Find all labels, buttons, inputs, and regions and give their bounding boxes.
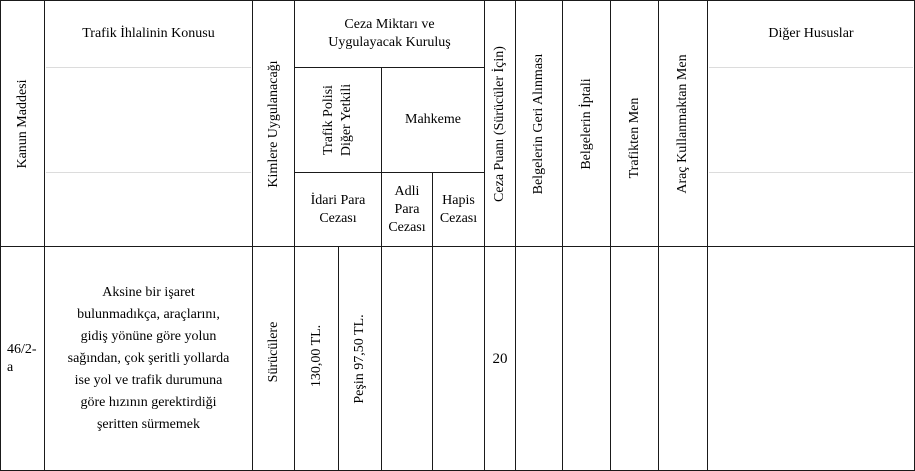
header-trafikten-men-label: Trafikten Men [626,97,642,179]
header-adli-para-line2: Para [394,201,420,217]
header-diger: Diğer Hususlar [707,0,915,247]
row-diger [707,246,915,471]
header-trafikten-men: Trafikten Men [610,0,659,247]
header-mahkeme: Mahkeme [381,67,485,173]
header-belge-iptal-label: Belgelerin İptali [578,77,594,170]
header-ceza-puani-label: Ceza Puanı (Sürücüler İçin) [492,45,507,202]
header-trafik-polisi-line2: Diğer Yetkili [339,83,354,157]
row-adli-para [381,246,433,471]
header-trafik-polisi-line1: Trafik Polisi [321,85,336,155]
header-hapis-line2: Cezası [439,210,478,226]
row-madde: 46/2- a [0,246,45,471]
row-idari-para-text: 130,00 TL. [308,325,324,388]
header-ihlal-konusu: Trafik İhlalinin Konusu [44,0,253,247]
header-belge-geri-label: Belgelerin Geri Alınması [531,53,546,194]
header-ceza-puani: Ceza Puanı (Sürücüler İçin) [484,0,516,247]
row-kimlere-text: Sürücülere [265,321,281,383]
header-ceza-miktari: Ceza Miktarı ve Uygulayacak Kuruluş [294,0,485,68]
row-konu: Aksine bir işaret bulunmadıkça, araçları… [44,246,253,471]
header-hapis-line1: Hapis [442,192,475,208]
header-kanun-maddesi: Kanun Maddesi [0,0,45,247]
header-trafik-polisi: Trafik Polisi Diğer Yetkili [294,67,382,173]
grid-line [46,67,251,68]
header-arac-men: Araç Kullanmaktan Men [658,0,708,247]
header-adli-para-line1: Adli [394,183,420,199]
row-trafikten-men [610,246,659,471]
header-ceza-miktari-line1: Ceza Miktarı ve [344,17,435,32]
header-trafik-polisi-text: Trafik Polisi Diğer Yetkili [320,84,356,156]
row-ceza-puani: 20 [484,246,516,471]
grid-line [709,67,913,68]
header-mahkeme-label: Mahkeme [405,112,461,127]
grid-line [709,172,913,173]
row-belge-iptal [562,246,611,471]
row-kimlere: Sürücülere [252,246,295,471]
row-idari-para: 130,00 TL. [294,246,339,471]
header-kanun-maddesi-label: Kanun Maddesi [14,78,30,169]
header-belge-geri: Belgelerin Geri Alınması [515,0,563,247]
row-madde-line2: a [7,359,14,375]
row-ceza-puani-text: 20 [492,350,508,367]
header-arac-men-label: Araç Kullanmaktan Men [675,53,690,194]
header-kimlere-label: Kimlere Uygulanacağı [265,59,281,188]
row-hapis [432,246,485,471]
header-hapis: Hapis Cezası [432,172,485,247]
row-belge-geri [515,246,563,471]
header-idari-para-line1: İdari Para [310,192,366,208]
header-diger-label: Diğer Hususlar [768,26,854,41]
header-belge-iptal: Belgelerin İptali [562,0,611,247]
row-arac-men [658,246,708,471]
header-ihlal-konusu-label: Trafik İhlalinin Konusu [82,26,215,41]
row-madde-line1: 46/2- [7,341,37,357]
header-kimlere: Kimlere Uygulanacağı [252,0,295,247]
row-pesin: Peşin 97,50 TL. [338,246,382,471]
header-adli-para-line3: Cezası [388,219,426,235]
header-ceza-miktari-line2: Uygulayacak Kuruluş [328,35,451,50]
header-idari-para-line2: Cezası [319,210,357,226]
header-adli-para: Adli Para Cezası [381,172,433,247]
header-idari-para: İdari Para Cezası [294,172,382,247]
row-konu-text: Aksine bir işaret bulunmadıkça, araçları… [67,284,230,432]
grid-line [46,172,251,173]
row-pesin-text: Peşin 97,50 TL. [352,313,367,404]
